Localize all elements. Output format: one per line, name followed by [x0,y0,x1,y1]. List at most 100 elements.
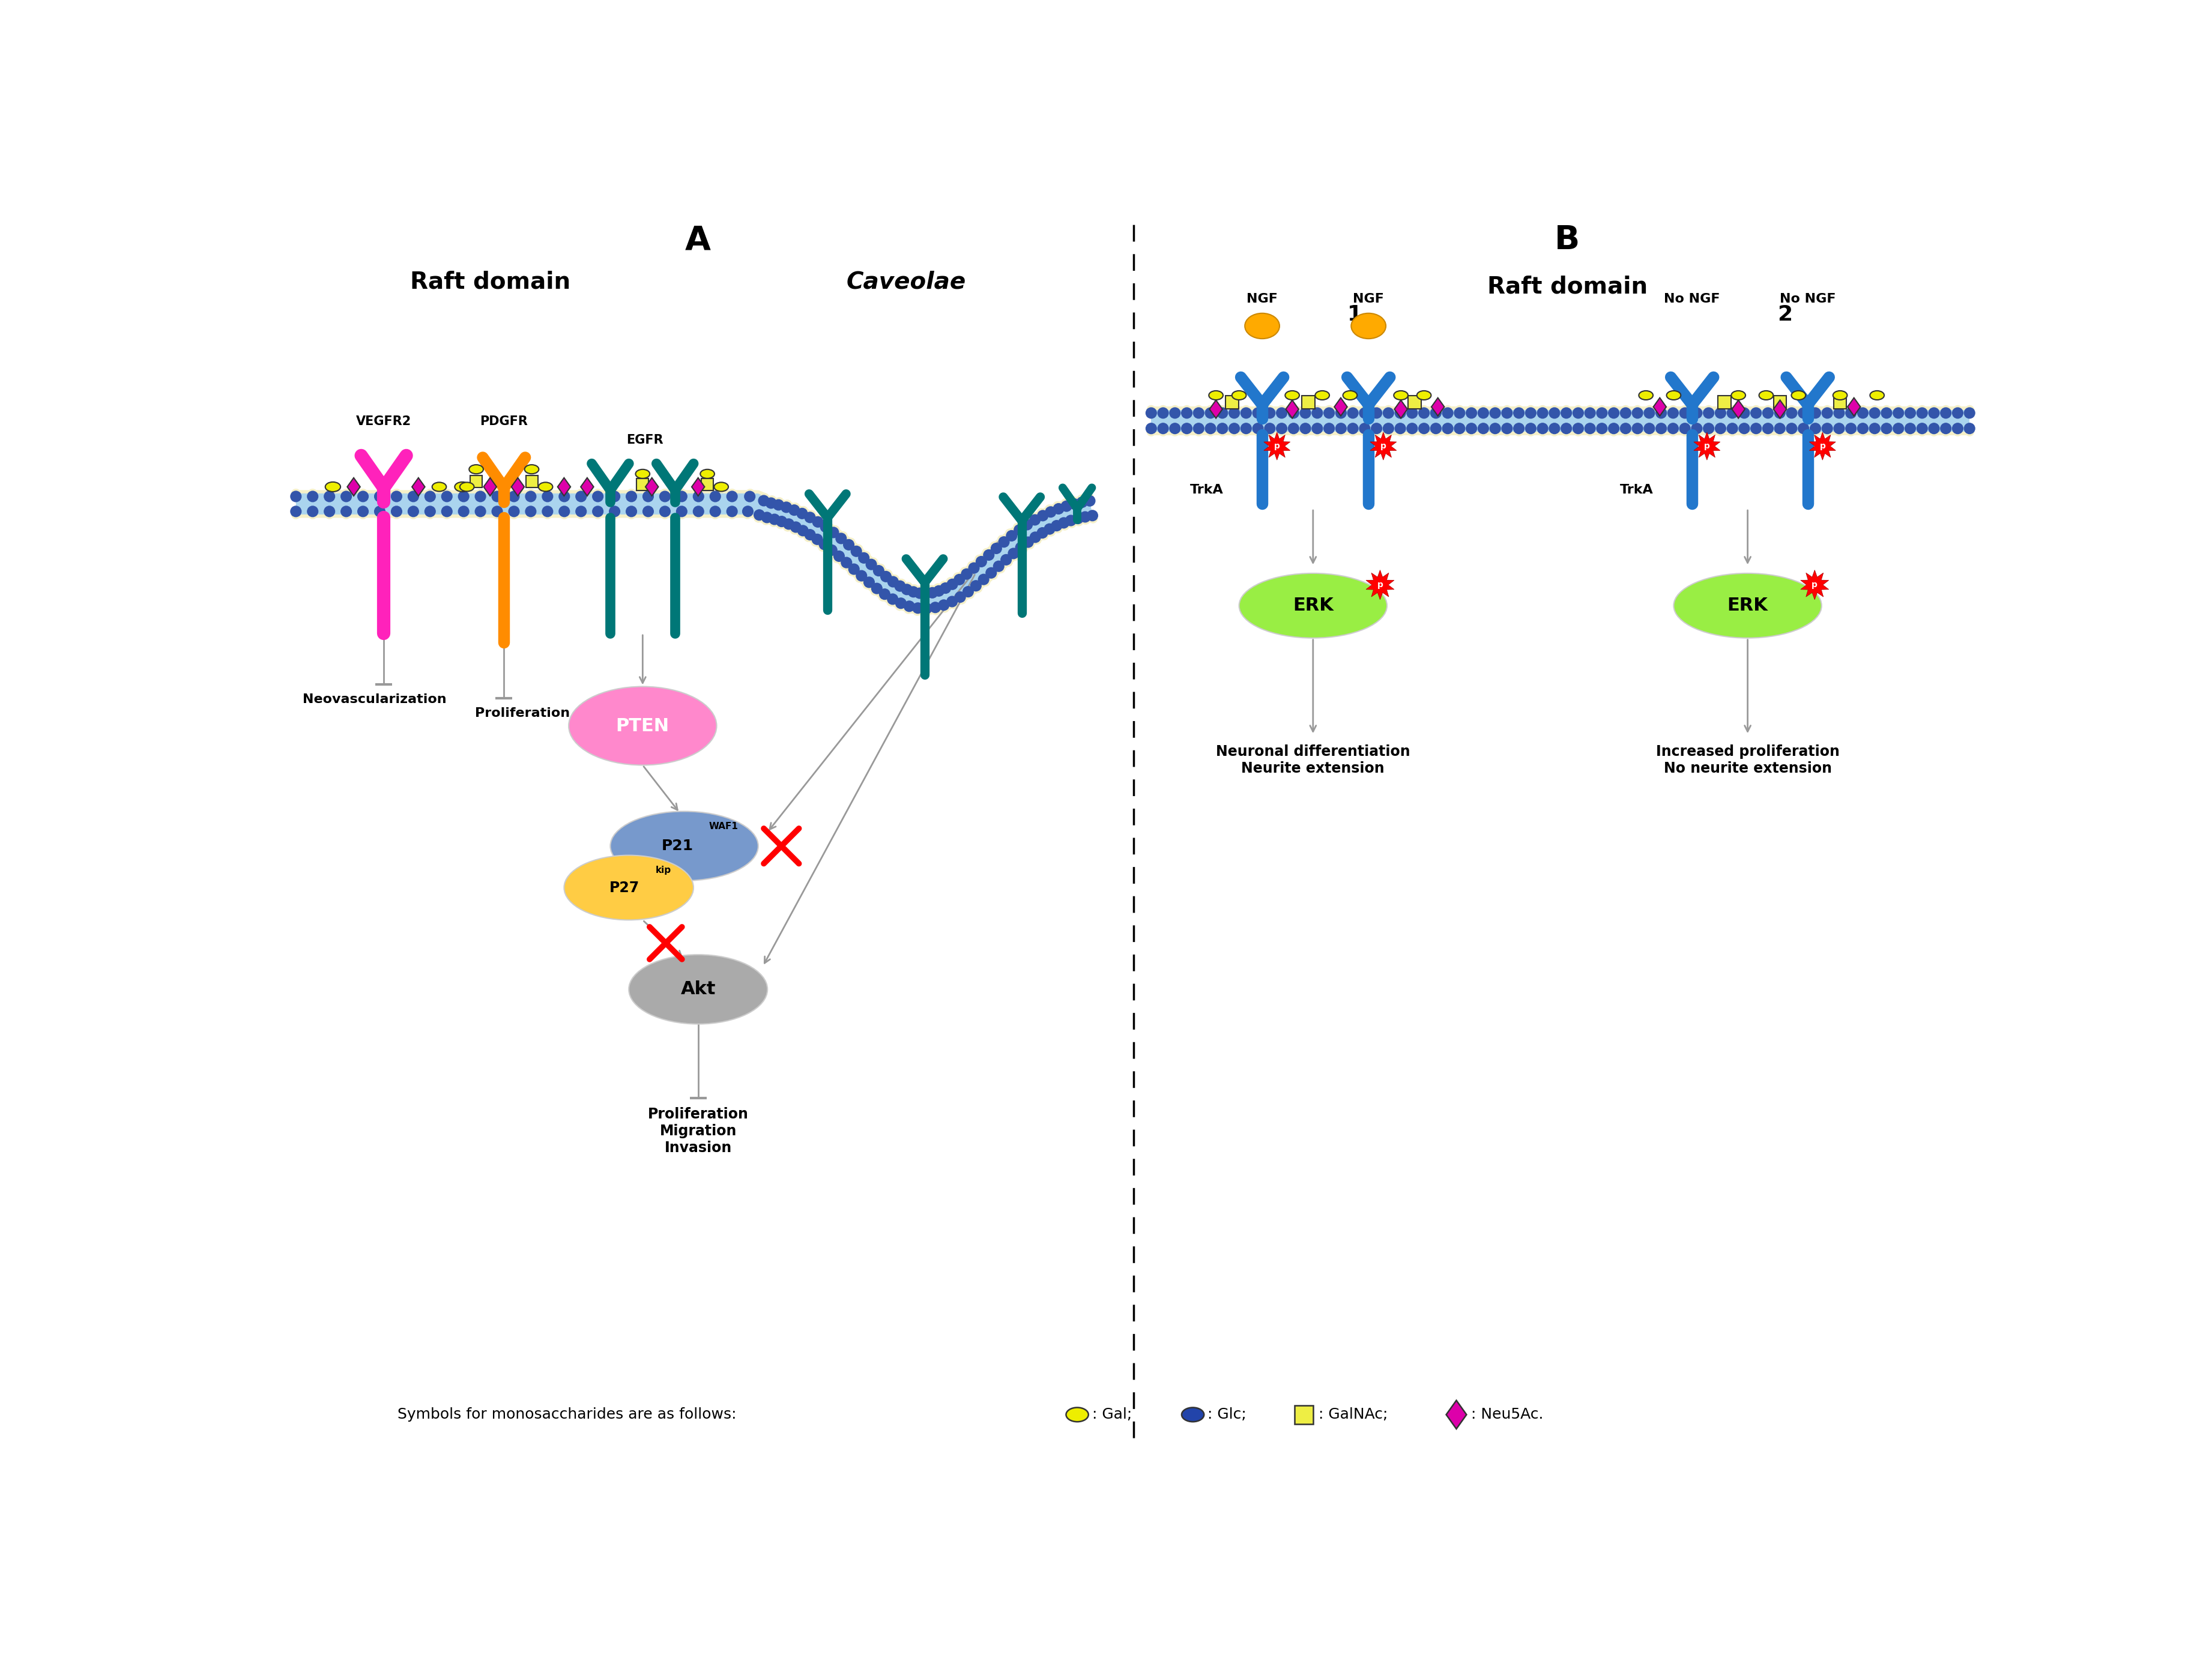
Circle shape [644,489,653,499]
Circle shape [761,512,772,522]
Circle shape [1834,428,1845,436]
Circle shape [1632,423,1644,434]
Ellipse shape [611,812,759,882]
Circle shape [743,510,752,519]
Circle shape [1467,406,1475,414]
Circle shape [1453,408,1464,418]
Circle shape [1181,406,1192,414]
Circle shape [1681,406,1690,414]
Polygon shape [484,477,495,495]
Circle shape [1146,428,1157,436]
Circle shape [307,505,319,517]
Circle shape [560,490,571,502]
Circle shape [1022,537,1033,547]
Circle shape [1442,428,1453,436]
Circle shape [914,603,922,613]
Circle shape [1882,428,1891,436]
Circle shape [644,510,653,519]
Circle shape [1170,406,1179,414]
Circle shape [807,510,816,519]
Circle shape [1254,406,1263,414]
Circle shape [964,590,975,598]
Circle shape [1717,428,1725,436]
Circle shape [909,587,918,597]
Circle shape [1290,428,1298,436]
Ellipse shape [635,469,650,479]
Circle shape [644,505,653,517]
Ellipse shape [1834,391,1847,399]
Circle shape [1858,423,1869,434]
Text: p: p [1703,442,1710,451]
Circle shape [1241,406,1250,414]
Bar [1774,396,1787,409]
Circle shape [1739,428,1750,436]
Circle shape [1929,406,1938,414]
Circle shape [1418,408,1429,418]
Circle shape [1834,423,1845,434]
Circle shape [1646,406,1655,414]
Circle shape [1491,428,1500,436]
Circle shape [1597,408,1608,418]
Circle shape [1420,428,1429,436]
Circle shape [1940,408,1951,418]
Circle shape [1739,406,1750,414]
Polygon shape [1447,1400,1467,1428]
Bar [526,476,538,487]
Circle shape [1573,408,1584,418]
Circle shape [940,580,949,590]
Circle shape [1371,408,1382,418]
Circle shape [710,489,719,499]
Circle shape [1000,555,1011,565]
Circle shape [442,489,451,499]
Circle shape [1029,515,1040,525]
Circle shape [768,495,776,505]
Circle shape [593,490,604,502]
Circle shape [1181,428,1192,436]
Bar [1294,1405,1314,1423]
Circle shape [593,505,604,517]
Ellipse shape [1181,1407,1203,1422]
Polygon shape [1652,398,1666,416]
Circle shape [626,505,637,517]
Polygon shape [1431,398,1444,416]
Circle shape [929,601,940,613]
Circle shape [1918,406,1927,414]
Circle shape [341,510,352,519]
Circle shape [1478,428,1489,436]
Circle shape [1703,406,1714,414]
Bar [1225,396,1239,409]
Circle shape [984,550,993,560]
Circle shape [1905,406,1916,414]
Ellipse shape [1066,1407,1088,1422]
Circle shape [1022,519,1033,530]
Circle shape [1869,408,1880,418]
Circle shape [821,522,832,532]
Circle shape [1312,428,1323,436]
Circle shape [1018,545,1026,555]
Circle shape [1621,406,1630,414]
Polygon shape [1150,409,1969,431]
Polygon shape [1394,399,1407,418]
Circle shape [1845,408,1856,418]
Polygon shape [1694,432,1721,461]
Circle shape [1241,428,1250,436]
Circle shape [1068,499,1079,509]
Circle shape [1360,428,1369,436]
Ellipse shape [431,482,447,492]
Circle shape [458,490,469,502]
Circle shape [1385,406,1394,414]
Circle shape [509,510,518,519]
Circle shape [849,563,858,575]
Circle shape [593,489,602,499]
Circle shape [1537,408,1548,418]
Circle shape [745,489,754,499]
Polygon shape [1263,432,1290,461]
Circle shape [1170,408,1181,418]
Ellipse shape [524,464,540,474]
Circle shape [1632,408,1644,418]
Circle shape [754,514,763,522]
Circle shape [1774,408,1785,418]
Circle shape [1597,428,1606,436]
Circle shape [1703,423,1714,434]
Circle shape [783,500,792,509]
